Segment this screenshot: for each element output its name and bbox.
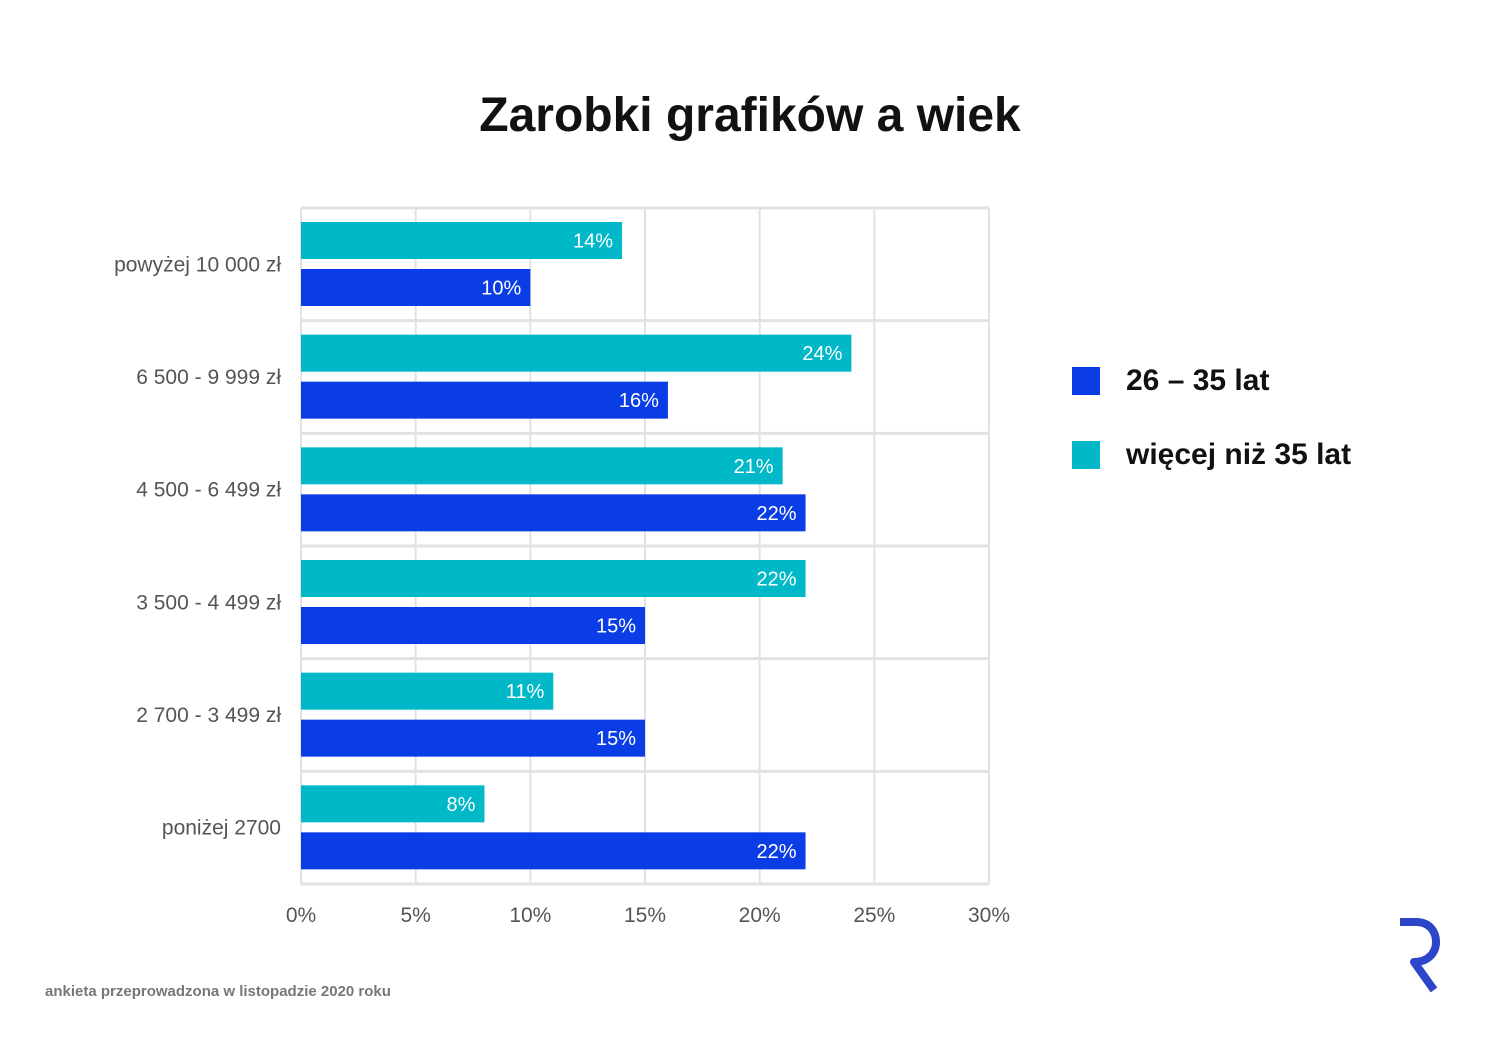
bar-value-label: 22%	[757, 569, 797, 591]
category-label: 4 500 - 6 499 zł	[136, 479, 281, 502]
bar	[301, 222, 623, 259]
category-label: 6 500 - 9 999 zł	[136, 366, 281, 389]
brand-logo: R	[1400, 918, 1440, 993]
legend-label-over-35: więcej niż 35 lat	[1126, 438, 1352, 471]
x-tick-label: 10%	[509, 904, 551, 927]
legend-swatch-26-35	[1072, 367, 1100, 395]
bar	[301, 672, 554, 710]
bar	[301, 832, 806, 870]
legend-swatch-over-35	[1072, 441, 1100, 469]
category-label: 2 700 - 3 499 zł	[136, 704, 281, 727]
bar	[301, 560, 806, 597]
bar	[301, 381, 668, 419]
bar	[301, 269, 531, 306]
bar-value-label: 22%	[757, 841, 797, 863]
category-label: 3 500 - 4 499 zł	[136, 591, 281, 614]
bar-value-label: 16%	[619, 390, 659, 412]
bar-value-label: 8%	[447, 794, 476, 816]
footnote: ankieta przeprowadzona w listopadzie 202…	[45, 983, 391, 1000]
x-tick-label: 5%	[400, 904, 430, 927]
bar	[301, 494, 806, 532]
x-tick-label: 0%	[286, 904, 316, 927]
x-tick-label: 20%	[739, 904, 781, 927]
bar-value-label: 11%	[506, 681, 545, 703]
bar-value-label: 15%	[596, 616, 636, 638]
category-label: powyżej 10 000 zł	[114, 253, 281, 276]
bar	[301, 607, 645, 644]
bar-value-label: 15%	[596, 728, 636, 750]
legend-label-26-35: 26 – 35 lat	[1126, 364, 1270, 397]
bar	[301, 447, 783, 485]
x-tick-label: 30%	[968, 904, 1010, 927]
x-tick-label: 25%	[853, 904, 895, 927]
bar	[301, 719, 645, 757]
bar-value-label: 24%	[802, 343, 842, 365]
bar-value-label: 22%	[757, 503, 797, 525]
legend-item-26-35: 26 – 35 lat	[1072, 362, 1351, 400]
x-tick-label: 15%	[624, 904, 666, 927]
bar-value-label: 14%	[573, 231, 613, 253]
legend-item-over-35: więcej niż 35 lat	[1072, 436, 1351, 474]
bar-value-label: 21%	[734, 456, 774, 478]
chart-title: Zarobki grafików a wiek	[479, 89, 1021, 142]
bar	[301, 334, 852, 372]
legend: 26 – 35 lat więcej niż 35 lat	[1072, 362, 1351, 510]
bar-value-label: 10%	[481, 278, 521, 300]
category-label: poniżej 2700	[162, 817, 281, 840]
bar	[301, 785, 485, 823]
